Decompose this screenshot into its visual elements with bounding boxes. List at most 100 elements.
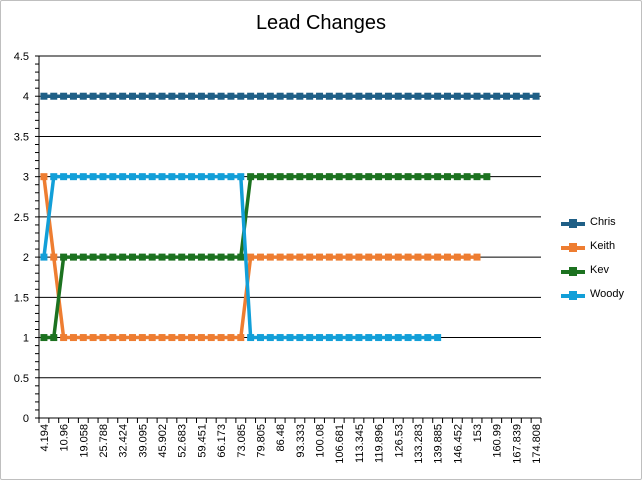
data-point-chris bbox=[207, 92, 215, 100]
data-point-keith bbox=[207, 334, 215, 342]
data-point-woody bbox=[217, 173, 225, 181]
data-point-keith bbox=[335, 253, 343, 261]
data-point-chris bbox=[512, 92, 520, 100]
legend-swatch bbox=[561, 267, 585, 276]
x-tick-label: 146.452 bbox=[452, 424, 464, 464]
data-point-keith bbox=[256, 253, 264, 261]
data-point-keith bbox=[306, 253, 314, 261]
x-tick-label: 86.48 bbox=[275, 424, 287, 452]
data-point-keith bbox=[69, 334, 77, 342]
x-tick-label: 100.08 bbox=[315, 424, 327, 458]
data-point-woody bbox=[316, 334, 324, 342]
data-point-chris bbox=[414, 92, 422, 100]
data-point-chris bbox=[188, 92, 196, 100]
data-point-chris bbox=[168, 92, 176, 100]
data-point-kev bbox=[60, 253, 68, 261]
data-point-woody bbox=[129, 173, 137, 181]
data-point-keith bbox=[443, 253, 451, 261]
y-tick-label: 1 bbox=[23, 333, 29, 345]
data-point-kev bbox=[434, 173, 442, 181]
data-point-kev bbox=[404, 173, 412, 181]
data-point-keith bbox=[424, 253, 432, 261]
data-point-woody bbox=[434, 334, 442, 342]
chart-title: Lead Changes bbox=[255, 12, 387, 34]
x-tick-label: 139.885 bbox=[433, 424, 445, 464]
data-point-kev bbox=[129, 253, 137, 261]
data-point-chris bbox=[178, 92, 186, 100]
y-tick-label: 0.5 bbox=[14, 373, 29, 385]
data-point-keith bbox=[109, 334, 117, 342]
data-point-chris bbox=[316, 92, 324, 100]
data-point-woody bbox=[40, 253, 48, 261]
x-tick-label: 119.896 bbox=[374, 424, 386, 463]
data-point-chris bbox=[40, 92, 48, 100]
data-point-woody bbox=[296, 334, 304, 342]
data-point-chris bbox=[276, 92, 284, 100]
data-point-kev bbox=[316, 173, 324, 181]
data-point-chris bbox=[394, 92, 402, 100]
data-point-keith bbox=[79, 334, 87, 342]
data-point-kev bbox=[355, 173, 363, 181]
data-point-kev bbox=[227, 253, 235, 261]
data-point-kev bbox=[276, 173, 284, 181]
data-point-chris bbox=[119, 92, 127, 100]
data-point-woody bbox=[256, 334, 264, 342]
data-point-keith bbox=[414, 253, 422, 261]
data-point-woody bbox=[178, 173, 186, 181]
data-point-kev bbox=[365, 173, 373, 181]
data-point-chris bbox=[365, 92, 373, 100]
data-point-kev bbox=[207, 253, 215, 261]
data-point-chris bbox=[463, 92, 471, 100]
data-point-woody bbox=[197, 173, 205, 181]
data-point-chris bbox=[60, 92, 68, 100]
data-point-keith bbox=[365, 253, 373, 261]
data-point-chris bbox=[138, 92, 146, 100]
data-point-woody bbox=[394, 334, 402, 342]
data-point-kev bbox=[414, 173, 422, 181]
x-tick-label: 126.53 bbox=[393, 424, 405, 458]
data-point-woody bbox=[227, 173, 235, 181]
data-point-kev bbox=[473, 173, 481, 181]
data-point-kev bbox=[40, 334, 48, 342]
y-tick-label: 2.5 bbox=[14, 212, 29, 224]
data-point-keith bbox=[138, 334, 146, 342]
legend-swatch bbox=[561, 219, 585, 228]
data-point-woody bbox=[60, 173, 68, 181]
data-point-chris bbox=[50, 92, 58, 100]
y-tick-label: 3.5 bbox=[14, 131, 29, 143]
data-point-woody bbox=[158, 173, 166, 181]
data-point-chris bbox=[493, 92, 501, 100]
legend-label: Woody bbox=[590, 288, 625, 300]
data-point-keith bbox=[168, 334, 176, 342]
data-point-keith bbox=[463, 253, 471, 261]
data-point-keith bbox=[148, 334, 156, 342]
data-point-kev bbox=[138, 253, 146, 261]
data-point-chris bbox=[266, 92, 274, 100]
data-point-kev bbox=[109, 253, 117, 261]
data-point-kev bbox=[335, 173, 343, 181]
data-point-kev bbox=[178, 253, 186, 261]
data-point-chris bbox=[473, 92, 481, 100]
data-point-kev bbox=[237, 253, 245, 261]
data-point-woody bbox=[119, 173, 127, 181]
data-point-kev bbox=[286, 173, 294, 181]
data-point-woody bbox=[247, 334, 255, 342]
data-point-chris bbox=[286, 92, 294, 100]
legend-label: Keith bbox=[590, 240, 616, 252]
y-tick-label: 4 bbox=[23, 91, 29, 103]
data-point-woody bbox=[148, 173, 156, 181]
data-point-kev bbox=[266, 173, 274, 181]
data-point-keith bbox=[60, 334, 68, 342]
data-point-keith bbox=[188, 334, 196, 342]
data-point-kev bbox=[463, 173, 471, 181]
x-tick-label: 93.333 bbox=[295, 424, 307, 458]
data-point-woody bbox=[306, 334, 314, 342]
data-point-chris bbox=[424, 92, 432, 100]
data-point-keith bbox=[40, 173, 48, 181]
data-point-chris bbox=[522, 92, 530, 100]
data-point-keith bbox=[197, 334, 205, 342]
data-point-woody bbox=[424, 334, 432, 342]
data-point-chris bbox=[483, 92, 491, 100]
data-point-kev bbox=[306, 173, 314, 181]
data-point-keith bbox=[158, 334, 166, 342]
